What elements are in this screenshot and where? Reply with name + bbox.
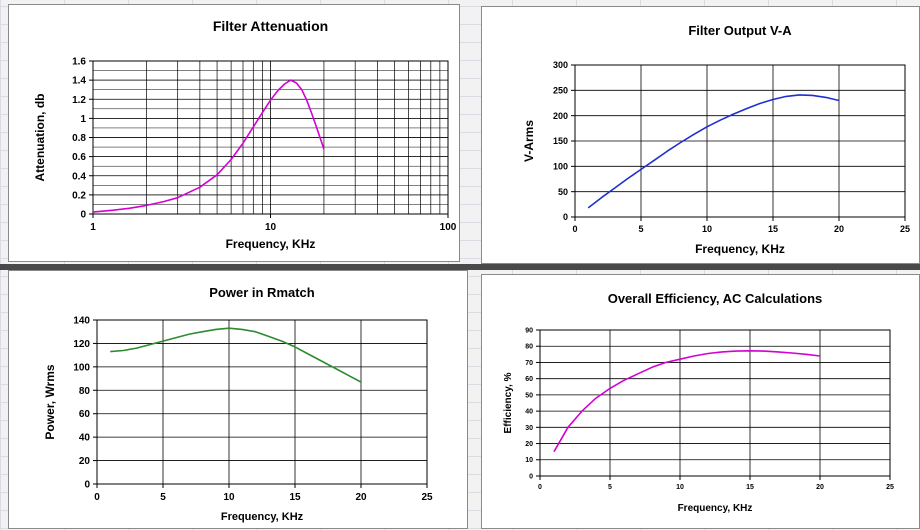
y-tick-label: 90 (525, 327, 533, 334)
y-tick-label: 60 (79, 409, 91, 420)
chart-svg: 0 20 40 60 80 100 120 140 0 5 10 15 20 25 Power in Rma… (43, 285, 433, 523)
x-tick-label: 0 (572, 224, 577, 234)
y-tick-label: 300 (553, 60, 568, 70)
x-tick-label: 10 (702, 224, 712, 234)
sheet-divider (0, 264, 920, 270)
y-tick-label: 20 (79, 456, 91, 467)
chart-title: Filter Attenuation (213, 18, 328, 34)
x-tick-label: 15 (768, 224, 778, 234)
y-tick-label: 0 (563, 212, 568, 222)
y-tick-label: 60 (525, 376, 533, 383)
y-tick-label: 40 (525, 409, 533, 416)
y-tick-label: 0.4 (72, 171, 86, 182)
chart-svg: 0 50 100 150 200 250 300 0 5 10 15 20 25 Filter Outpu… (522, 23, 910, 256)
series-line (587, 94, 840, 209)
chart-title: Power in Rmatch (209, 285, 315, 300)
y-axis-label: Power, Wrms (43, 364, 57, 439)
plot-area (539, 329, 891, 477)
y-axis-label: Efficiency, % (503, 372, 514, 433)
y-axis-label: Attenuation, db (33, 94, 47, 182)
y-tick-label: 0 (80, 210, 86, 221)
x-tick-label: 10 (676, 484, 684, 491)
chart-title: Overall Efficiency, AC Calculations (608, 291, 823, 306)
y-tick-label: 50 (558, 187, 568, 197)
x-tick-label: 100 (440, 222, 457, 233)
y-tick-label: 0.2 (72, 190, 86, 201)
x-tick-label: 10 (265, 222, 277, 233)
y-tick-label: 250 (553, 85, 568, 95)
chart-overall-efficiency: 0 10 20 30 40 50 60 70 80 90 0 5 10 15 20 25 Overall Eff… (481, 274, 920, 529)
x-tick-label: 5 (638, 224, 643, 234)
y-tick-label: 140 (73, 316, 90, 327)
x-tick-label: 20 (816, 484, 824, 491)
y-tick-label: 1.4 (72, 76, 86, 87)
series-line (110, 327, 362, 383)
x-tick-label: 15 (289, 492, 301, 503)
x-tick-label: 5 (160, 492, 166, 503)
y-tick-label: 1.6 (72, 57, 86, 68)
x-tick-label: 5 (608, 484, 612, 491)
y-tick-label: 40 (79, 433, 91, 444)
x-tick-label: 25 (421, 492, 433, 503)
y-tick-label: 0.6 (72, 152, 86, 163)
x-axis-label: Frequency, KHz (226, 237, 316, 251)
x-tick-label: 0 (538, 484, 542, 491)
series-line (92, 79, 325, 213)
x-tick-label: 25 (886, 484, 894, 491)
chart-svg: 0 10 20 30 40 50 60 70 80 90 0 5 10 15 20 25 Overall Eff… (503, 291, 894, 514)
x-tick-label: 20 (355, 492, 367, 503)
y-tick-label: 120 (73, 339, 90, 350)
y-axis-label: V-Arms (522, 120, 536, 162)
x-tick-label: 0 (94, 492, 100, 503)
x-tick-label: 25 (900, 224, 910, 234)
x-tick-label: 10 (223, 492, 235, 503)
y-tick-label: 1.2 (72, 95, 86, 106)
x-tick-label: 1 (90, 222, 96, 233)
y-tick-label: 0 (529, 473, 533, 480)
y-tick-label: 80 (79, 386, 91, 397)
y-tick-label: 0 (84, 480, 90, 491)
y-tick-label: 20 (525, 441, 533, 448)
plot-area (96, 319, 428, 485)
chart-svg: 0 0.2 0.4 0.6 0.8 1 1.2 1.4 1.6 1 10 100 Filter Atte… (33, 18, 457, 251)
x-axis-label: Frequency, KHz (221, 511, 304, 523)
y-tick-label: 150 (553, 136, 568, 146)
chart-title: Filter Output V-A (688, 23, 792, 38)
y-tick-label: 100 (73, 362, 90, 373)
chart-filter-output-va: 0 50 100 150 200 250 300 0 5 10 15 20 25 Filter Outpu… (481, 6, 920, 264)
y-tick-label: 50 (525, 392, 533, 399)
series-line (553, 350, 821, 453)
chart-power-in-rmatch: 0 20 40 60 80 100 120 140 0 5 10 15 20 25 Power in Rma… (8, 270, 468, 529)
x-tick-label: 20 (834, 224, 844, 234)
y-tick-label: 200 (553, 111, 568, 121)
y-tick-label: 100 (553, 161, 568, 171)
y-tick-label: 0.8 (72, 133, 86, 144)
x-axis-label: Frequency, KHz (695, 242, 785, 256)
y-tick-label: 30 (525, 425, 533, 432)
x-tick-label: 15 (746, 484, 754, 491)
y-tick-label: 10 (525, 457, 533, 464)
y-tick-label: 1 (80, 114, 86, 125)
y-tick-label: 70 (525, 360, 533, 367)
x-axis-label: Frequency, KHz (678, 503, 753, 514)
y-tick-label: 80 (525, 344, 533, 351)
chart-filter-attenuation: 0 0.2 0.4 0.6 0.8 1 1.2 1.4 1.6 1 10 100 Filter Atte… (8, 4, 460, 262)
